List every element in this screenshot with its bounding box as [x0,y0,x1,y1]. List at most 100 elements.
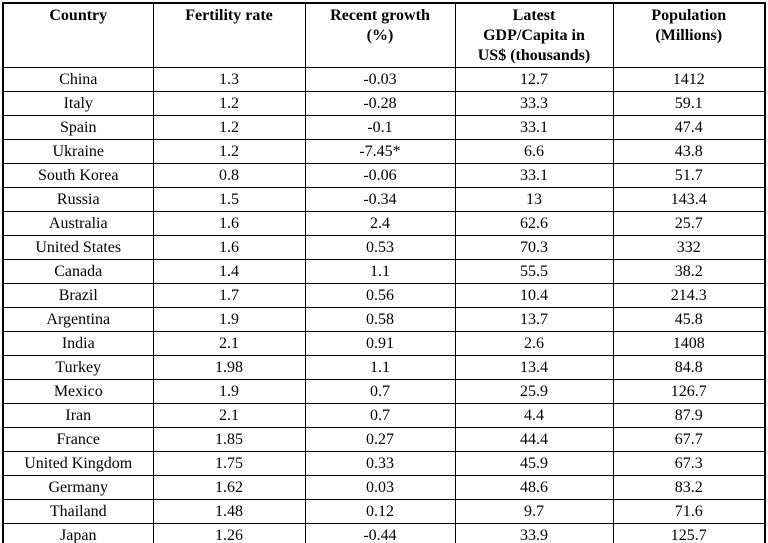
cell-gdp-per-capita: 33.3 [454,90,614,116]
cell-country: Spain [2,114,154,140]
table-row: United States 1.6 0.53 70.3 332 [2,234,766,260]
cell-recent-growth: 0.56 [304,282,456,308]
cell-gdp-per-capita: 44.4 [454,426,614,452]
cell-country: South Korea [2,162,154,188]
cell-gdp-per-capita: 13 [454,186,614,212]
cell-gdp-per-capita: 45.9 [454,450,614,476]
cell-recent-growth: 0.91 [304,330,456,356]
cell-population: 67.7 [612,426,766,452]
cell-population: 45.8 [612,306,766,332]
table-row: Thailand 1.48 0.12 9.7 71.6 [2,498,766,524]
column-header-recent-growth: Recent growth (%) [304,2,456,68]
cell-gdp-per-capita: 4.4 [454,402,614,428]
cell-gdp-per-capita: 33.1 [454,162,614,188]
table-row: Canada 1.4 1.1 55.5 38.2 [2,258,766,284]
cell-gdp-per-capita: 25.9 [454,378,614,404]
table-row: China 1.3 -0.03 12.7 1412 [2,66,766,92]
cell-fertility-rate: 1.4 [152,258,306,284]
cell-fertility-rate: 2.1 [152,330,306,356]
cell-population: 47.4 [612,114,766,140]
cell-fertility-rate: 1.98 [152,354,306,380]
cell-country: Mexico [2,378,154,404]
cell-gdp-per-capita: 70.3 [454,234,614,260]
cell-population: 126.7 [612,378,766,404]
table-row: Brazil 1.7 0.56 10.4 214.3 [2,282,766,308]
table-row: Mexico 1.9 0.7 25.9 126.7 [2,378,766,404]
cell-population: 43.8 [612,138,766,164]
table-row: Spain 1.2 -0.1 33.1 47.4 [2,114,766,140]
cell-recent-growth: 0.03 [304,474,456,500]
cell-recent-growth: 0.27 [304,426,456,452]
column-header-fertility-rate: Fertility rate [152,2,306,68]
cell-population: 83.2 [612,474,766,500]
cell-population: 125.7 [612,522,766,543]
cell-population: 84.8 [612,354,766,380]
table-row: South Korea 0.8 -0.06 33.1 51.7 [2,162,766,188]
cell-fertility-rate: 1.75 [152,450,306,476]
cell-fertility-rate: 1.7 [152,282,306,308]
cell-population: 143.4 [612,186,766,212]
cell-gdp-per-capita: 12.7 [454,66,614,92]
cell-gdp-per-capita: 13.7 [454,306,614,332]
cell-recent-growth: -0.28 [304,90,456,116]
cell-fertility-rate: 1.85 [152,426,306,452]
cell-population: 25.7 [612,210,766,236]
cell-recent-growth: -0.44 [304,522,456,543]
cell-population: 71.6 [612,498,766,524]
cell-country: Australia [2,210,154,236]
cell-population: 332 [612,234,766,260]
cell-fertility-rate: 1.2 [152,138,306,164]
column-header-country: Country [2,2,154,68]
cell-country: India [2,330,154,356]
cell-country: Ukraine [2,138,154,164]
cell-fertility-rate: 1.9 [152,378,306,404]
cell-fertility-rate: 2.1 [152,402,306,428]
cell-fertility-rate: 1.5 [152,186,306,212]
table-row: France 1.85 0.27 44.4 67.7 [2,426,766,452]
cell-country: United States [2,234,154,260]
cell-gdp-per-capita: 62.6 [454,210,614,236]
cell-gdp-per-capita: 13.4 [454,354,614,380]
cell-country: Thailand [2,498,154,524]
cell-recent-growth: 0.7 [304,378,456,404]
cell-recent-growth: 0.53 [304,234,456,260]
cell-fertility-rate: 1.6 [152,234,306,260]
cell-gdp-per-capita: 9.7 [454,498,614,524]
table-row: Ukraine 1.2 -7.45* 6.6 43.8 [2,138,766,164]
header-row: Country Fertility rate Recent growth (%)… [2,2,766,68]
cell-recent-growth: 1.1 [304,354,456,380]
cell-recent-growth: 1.1 [304,258,456,284]
cell-country: United Kingdom [2,450,154,476]
table-row: Italy 1.2 -0.28 33.3 59.1 [2,90,766,116]
table-row: United Kingdom 1.75 0.33 45.9 67.3 [2,450,766,476]
cell-gdp-per-capita: 33.9 [454,522,614,543]
cell-gdp-per-capita: 10.4 [454,282,614,308]
cell-fertility-rate: 0.8 [152,162,306,188]
cell-fertility-rate: 1.48 [152,498,306,524]
cell-recent-growth: -0.34 [304,186,456,212]
cell-recent-growth: -0.03 [304,66,456,92]
cell-gdp-per-capita: 6.6 [454,138,614,164]
cell-country: Argentina [2,306,154,332]
cell-population: 51.7 [612,162,766,188]
cell-recent-growth: 0.33 [304,450,456,476]
cell-fertility-rate: 1.2 [152,114,306,140]
column-header-population: Population (Millions) [612,2,766,68]
table-body: China 1.3 -0.03 12.7 1412 Italy 1.2 -0.2… [2,66,766,543]
cell-recent-growth: 0.12 [304,498,456,524]
cell-population: 38.2 [612,258,766,284]
cell-gdp-per-capita: 48.6 [454,474,614,500]
table-row: Turkey 1.98 1.1 13.4 84.8 [2,354,766,380]
cell-population: 59.1 [612,90,766,116]
table-row: Australia 1.6 2.4 62.6 25.7 [2,210,766,236]
cell-country: China [2,66,154,92]
cell-gdp-per-capita: 2.6 [454,330,614,356]
cell-recent-growth: -7.45* [304,138,456,164]
table-row: Russia 1.5 -0.34 13 143.4 [2,186,766,212]
column-header-gdp-per-capita: Latest GDP/Capita in US$ (thousands) [454,2,614,68]
cell-population: 67.3 [612,450,766,476]
cell-fertility-rate: 1.62 [152,474,306,500]
cell-population: 87.9 [612,402,766,428]
